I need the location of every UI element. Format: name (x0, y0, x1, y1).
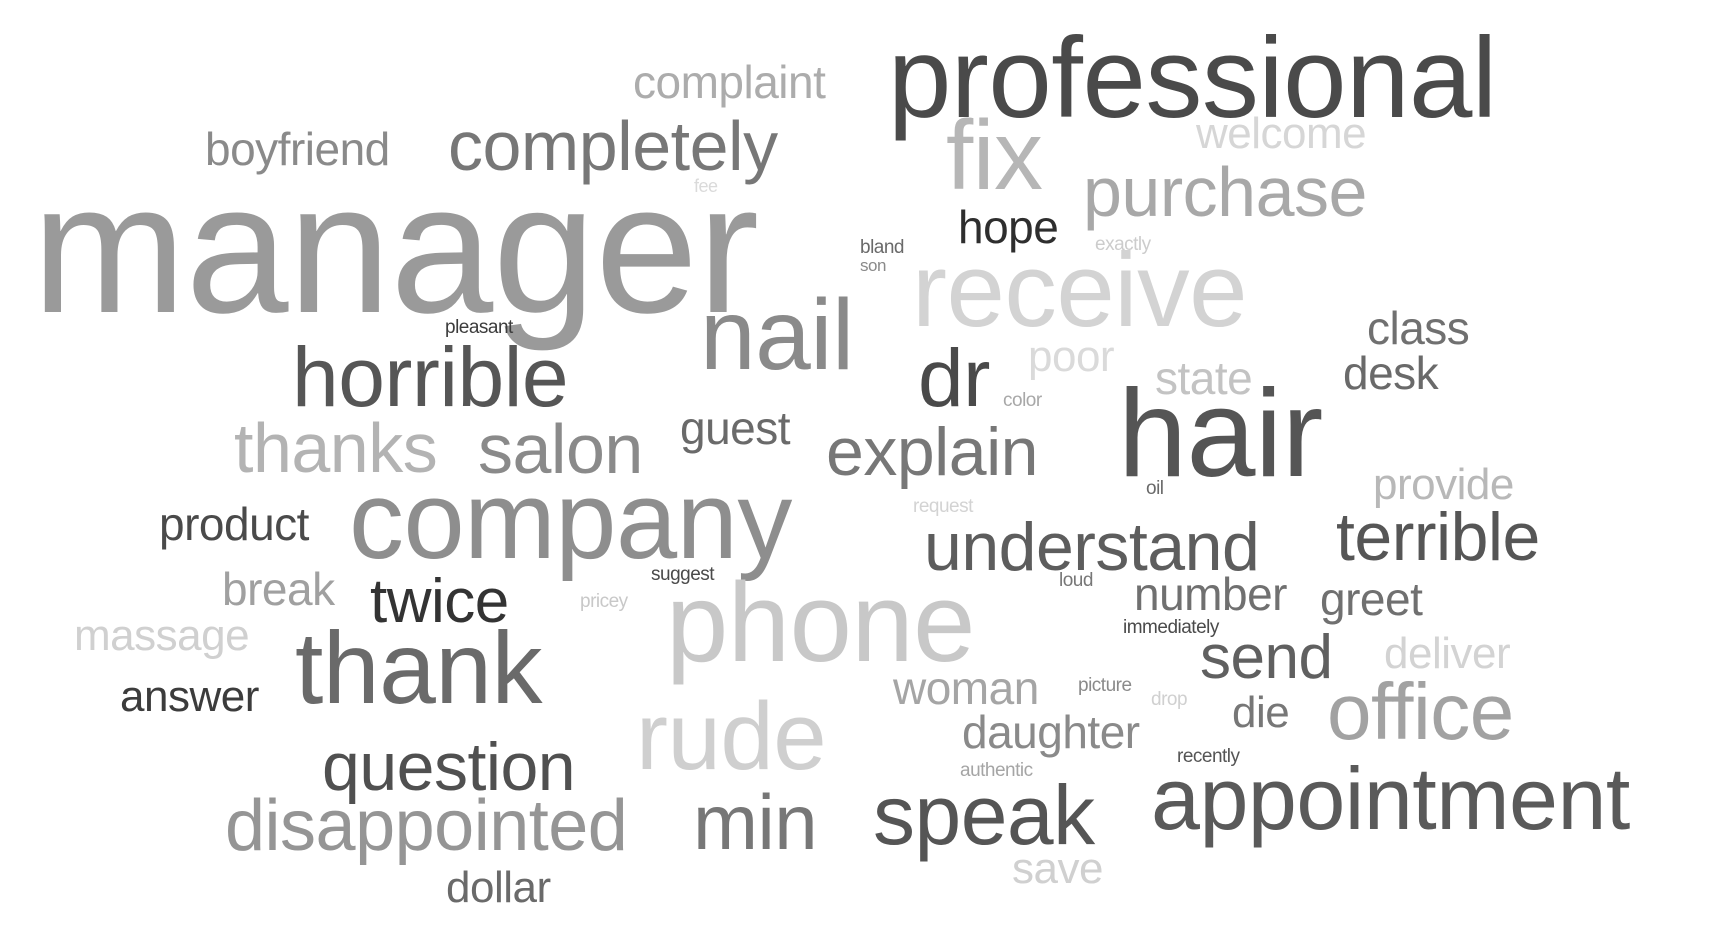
word-picture: picture (1078, 675, 1132, 696)
word-terrible: terrible (1336, 499, 1540, 575)
word-send: send (1200, 623, 1333, 692)
word-hair: hair (1118, 365, 1323, 503)
word-oil: oil (1146, 478, 1164, 499)
word-provide: provide (1373, 460, 1514, 509)
word-drop: drop (1151, 689, 1188, 710)
word-state: state (1155, 352, 1253, 404)
word-answer: answer (120, 672, 259, 721)
word-request: request (913, 496, 973, 517)
word-boyfriend: boyfriend (205, 123, 390, 175)
word-salon: salon (478, 410, 643, 488)
word-pricey: pricey (580, 591, 628, 612)
word-daughter: daughter (962, 706, 1140, 758)
word-disappointed: disappointed (225, 786, 628, 866)
word-deliver: deliver (1384, 629, 1511, 678)
word-dollar: dollar (446, 863, 551, 912)
word-pleasant: pleasant (445, 317, 513, 338)
word-loud: loud (1059, 570, 1093, 591)
word-authentic: authentic (960, 760, 1033, 781)
word-thank: thank (295, 611, 543, 725)
word-horrible: horrible (292, 330, 569, 424)
word-thanks: thanks (234, 409, 438, 487)
word-twice: twice (370, 567, 509, 636)
word-woman: woman (893, 662, 1039, 714)
word-break: break (222, 563, 335, 615)
word-immediately: immediately (1123, 617, 1219, 638)
word-completely: completely (448, 107, 778, 185)
word-explain: explain (826, 414, 1039, 490)
word-rude: rude (636, 683, 827, 790)
word-color: color (1003, 390, 1042, 411)
word-welcome: welcome (1196, 109, 1367, 158)
word-save: save (1012, 844, 1103, 893)
word-phone: phone (666, 560, 975, 685)
word-dr: dr (918, 333, 990, 424)
word-receive: receive (912, 232, 1247, 349)
word-hope: hope (958, 201, 1059, 253)
word-desk: desk (1343, 347, 1439, 399)
word-purchase: purchase (1083, 153, 1367, 231)
word-appointment: appointment (1151, 749, 1630, 848)
word-poor: poor (1028, 332, 1115, 381)
word-min: min (693, 778, 818, 866)
word-understand: understand (924, 509, 1260, 585)
word-massage: massage (74, 611, 250, 660)
word-complaint: complaint (633, 56, 826, 108)
word-nail: nail (700, 279, 854, 391)
word-fix: fix (946, 100, 1043, 210)
word-greet: greet (1320, 573, 1423, 625)
word-fee: fee (694, 176, 718, 196)
word-manager: manager (32, 146, 759, 352)
word-die: die (1232, 688, 1290, 737)
word-class: class (1367, 302, 1470, 354)
word-exactly: exactly (1095, 234, 1151, 255)
word-question: question (322, 729, 576, 805)
word-company: company (349, 459, 792, 582)
word-office: office (1327, 667, 1514, 756)
word-professional: professional (888, 15, 1497, 142)
word-recently: recently (1177, 746, 1240, 767)
word-product: product (159, 498, 309, 550)
word-number: number (1134, 568, 1287, 620)
word-bland: bland (860, 237, 905, 258)
word-guest: guest (680, 402, 791, 454)
word-son: son (860, 256, 886, 275)
word-suggest: suggest (651, 564, 715, 585)
word-speak: speak (873, 768, 1095, 862)
